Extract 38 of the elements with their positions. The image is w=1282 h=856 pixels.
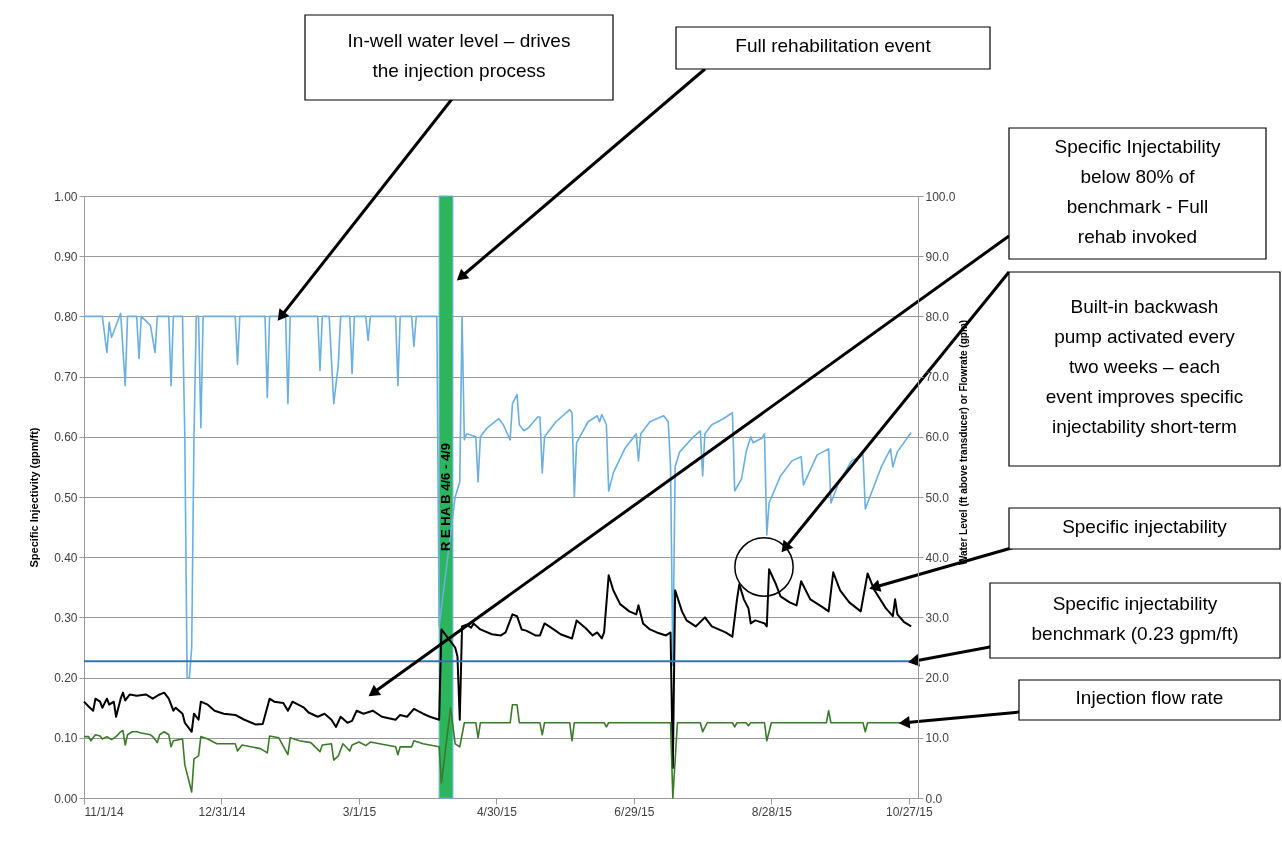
y-tick-label: 1.00 xyxy=(54,189,78,204)
text: Specific Injectability below 80% of benchmark - Full rehab invoked xyxy=(1054,135,1221,247)
x-tick-label: 10/27/15 xyxy=(885,804,934,819)
y-tick-label: 0.50 xyxy=(54,490,78,505)
y2-tick-label: 20.0 xyxy=(925,671,950,686)
x-tick-label: 6/29/15 xyxy=(614,804,655,819)
band-label: R E HA B 4/6 - 4/9 xyxy=(438,443,454,551)
y2-tick-label: 80.0 xyxy=(925,309,950,324)
y-tick-label: 0.90 xyxy=(54,249,78,264)
y2-tick-label: 70.0 xyxy=(925,370,950,385)
y-tick-label: 0.60 xyxy=(54,430,78,445)
y2-tick-label: 10.0 xyxy=(925,731,950,746)
y-tick-label: 0.80 xyxy=(54,309,78,324)
y2-tick-label: 100.0 xyxy=(925,189,956,204)
annotation: Specific injectability xyxy=(1062,515,1228,537)
y-tick-label: 0.20 xyxy=(54,671,78,686)
x-tick-label: 8/28/15 xyxy=(751,804,793,819)
text: Built-in backwash pump activated every two weeks – each event improves specific injectability short-term xyxy=(1045,296,1244,437)
x-tick-label: 3/1/15 xyxy=(342,804,377,819)
y2-tick-label: 30.0 xyxy=(925,610,950,625)
y-tick-label: 0.00 xyxy=(54,791,78,806)
x-tick-label: 4/30/15 xyxy=(476,804,518,819)
y-tick-label: 0.30 xyxy=(54,610,78,625)
x-tick-label: 11/1/14 xyxy=(84,804,124,819)
y-axis-title: Specific Injectivity (gpm/ft) xyxy=(28,427,41,568)
y2-tick-label: 90.0 xyxy=(925,249,950,264)
y2-tick-label: 60.0 xyxy=(925,430,950,445)
y2-tick-label: 0.0 xyxy=(925,791,943,806)
text: Full rehabilitation event xyxy=(735,35,932,56)
annotation: In-well water level – drives the injection process xyxy=(347,29,571,81)
annotation: Injection flow rate xyxy=(1075,687,1224,708)
annotation: Specific injectability benchmark (0.23 gpm/ft) xyxy=(1031,592,1239,644)
y-tick-label: 0.40 xyxy=(54,550,78,565)
y-tick-label: 0.10 xyxy=(54,731,78,746)
y2-tick-label: 40.0 xyxy=(925,550,950,565)
y2-tick-label: 50.0 xyxy=(925,490,950,505)
y-tick-label: 0.70 xyxy=(54,370,78,385)
x-tick-label: 12/31/14 xyxy=(198,804,246,819)
